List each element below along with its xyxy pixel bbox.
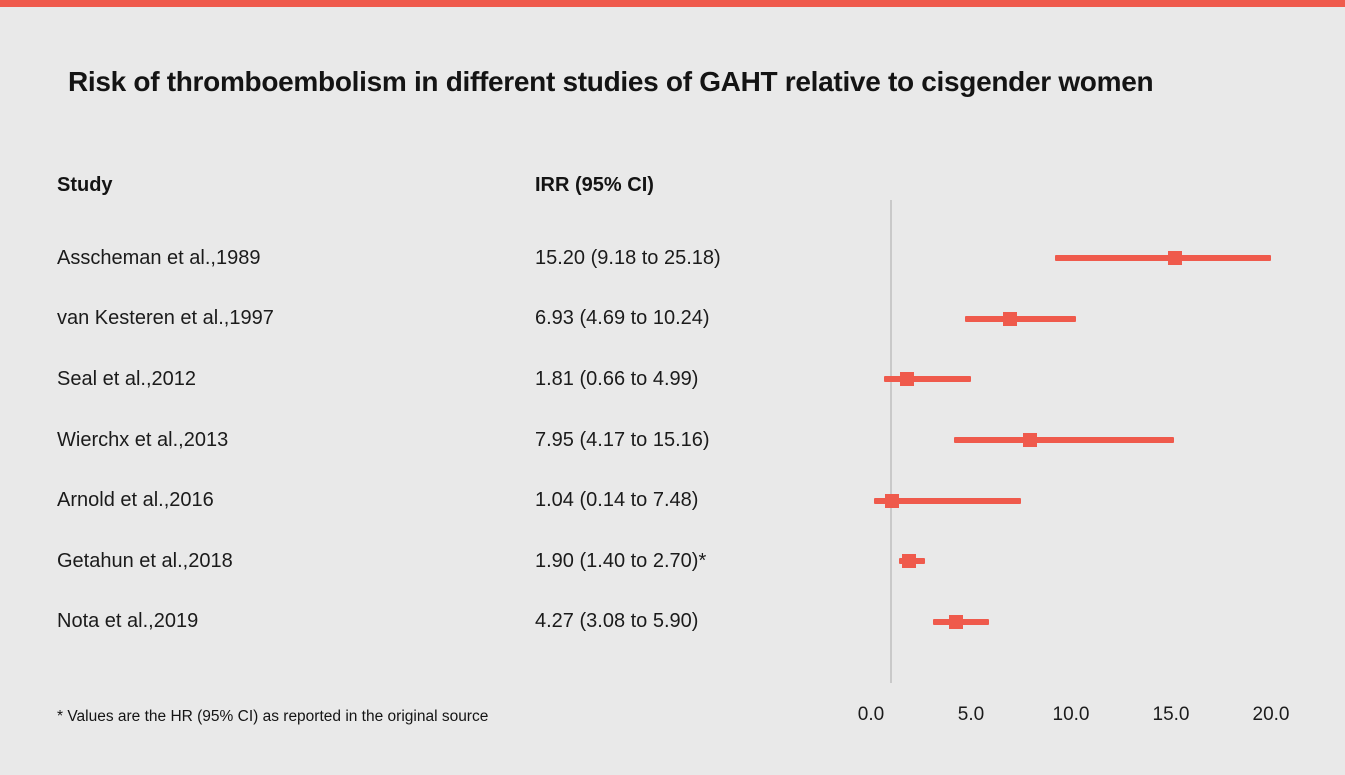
x-axis-tick-label: 10.0 xyxy=(1052,704,1090,725)
study-row: Seal et al.,2012 1.81 (0.66 to 4.99) xyxy=(0,349,871,410)
study-row: van Kesteren et al.,1997 6.93 (4.69 to 1… xyxy=(0,289,871,350)
ci-row xyxy=(871,592,1271,653)
study-name: Arnold et al.,2016 xyxy=(57,489,214,512)
ci-row xyxy=(871,410,1271,471)
point-estimate-marker xyxy=(949,614,964,629)
study-name: Wierchx et al.,2013 xyxy=(57,428,229,451)
study-row: Getahun et al.,2018 1.90 (1.40 to 2.70)* xyxy=(0,531,871,592)
study-name: van Kesteren et al.,1997 xyxy=(57,307,274,330)
irr-value: 1.04 (0.14 to 7.48) xyxy=(535,489,699,512)
study-name: Nota et al.,2019 xyxy=(57,610,199,633)
ci-row xyxy=(871,228,1271,289)
study-column-header: Study xyxy=(57,174,113,196)
confidence-interval-line xyxy=(884,376,971,383)
point-estimate-marker xyxy=(1002,311,1017,326)
reference-line xyxy=(890,200,892,683)
irr-value: 7.95 (4.17 to 15.16) xyxy=(535,428,710,451)
top-accent-bar xyxy=(0,0,1345,7)
x-axis: 0.0 5.0 10.0 15.0 20.0 xyxy=(858,702,1290,728)
footnote: * Values are the HR (95% CI) as reported… xyxy=(57,708,489,725)
study-rows: Asscheman et al.,1989 15.20 (9.18 to 25.… xyxy=(0,228,871,652)
point-estimate-marker xyxy=(900,372,915,387)
point-estimate-marker xyxy=(902,554,916,569)
confidence-interval-line xyxy=(954,437,1175,444)
x-axis-tick-label: 5.0 xyxy=(957,704,985,725)
study-row: Nota et al.,2019 4.27 (3.08 to 5.90) xyxy=(0,592,871,653)
ci-row xyxy=(871,289,1271,350)
point-estimate-marker xyxy=(1023,433,1037,448)
study-name: Asscheman et al.,1989 xyxy=(57,246,261,269)
irr-value: 15.20 (9.18 to 25.18) xyxy=(535,246,721,269)
study-row: Asscheman et al.,1989 15.20 (9.18 to 25.… xyxy=(0,228,871,289)
confidence-interval-line xyxy=(964,315,1076,322)
x-axis-tick-label: 0.0 xyxy=(857,704,885,725)
irr-value: 4.27 (3.08 to 5.90) xyxy=(535,610,699,633)
chart-title: Risk of thromboembolism in different stu… xyxy=(68,66,1154,97)
irr-value: 1.81 (0.66 to 4.99) xyxy=(535,367,699,390)
confidence-interval-line xyxy=(873,497,1021,504)
study-name: Getahun et al.,2018 xyxy=(57,549,233,572)
study-row: Wierchx et al.,2013 7.95 (4.17 to 15.16) xyxy=(0,410,871,471)
ci-row xyxy=(871,470,1271,531)
ci-row xyxy=(871,349,1271,410)
x-axis-tick-label: 15.0 xyxy=(1152,704,1190,725)
point-estimate-marker xyxy=(884,493,899,508)
ci-row xyxy=(871,531,1271,592)
irr-value: 6.93 (4.69 to 10.24) xyxy=(535,307,710,330)
study-name: Seal et al.,2012 xyxy=(57,367,196,390)
reference-line-column xyxy=(871,200,1271,683)
confidence-interval-line xyxy=(1054,255,1271,262)
x-axis-tick-label: 20.0 xyxy=(1252,704,1290,725)
forest-plot-area xyxy=(871,228,1271,652)
study-row: Arnold et al.,2016 1.04 (0.14 to 7.48) xyxy=(0,470,871,531)
irr-column-header: IRR (95% CI) xyxy=(535,174,654,196)
irr-value: 1.90 (1.40 to 2.70)* xyxy=(535,549,707,572)
point-estimate-marker xyxy=(1168,251,1182,266)
